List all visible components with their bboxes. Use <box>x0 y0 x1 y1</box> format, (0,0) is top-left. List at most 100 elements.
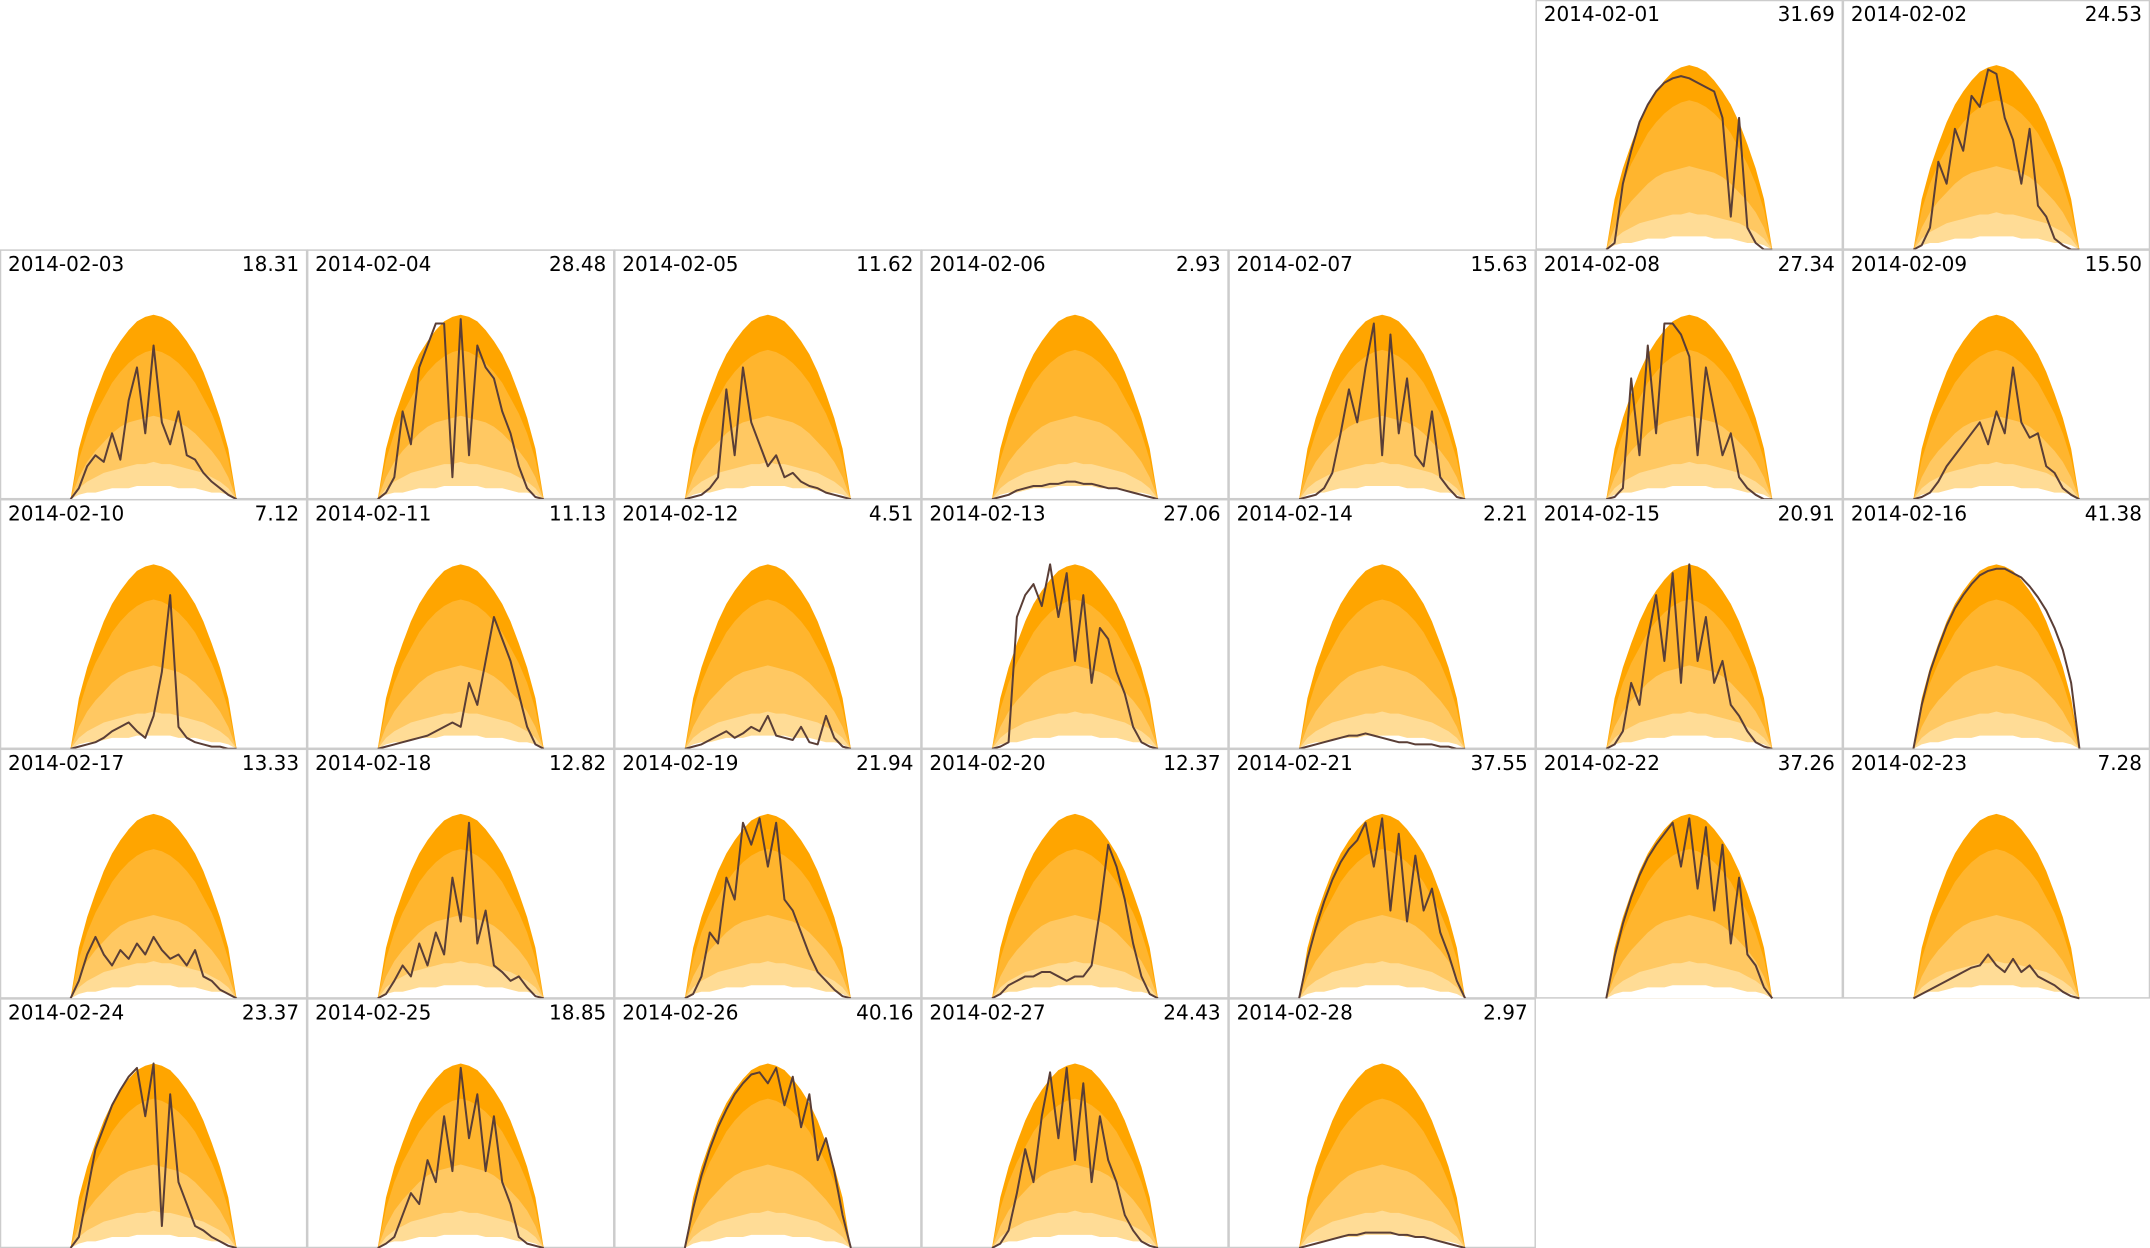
day-panel: 2014-02-27 24.43 <box>921 998 1229 1248</box>
day-panel: 2014-02-08 27.34 <box>1535 249 1844 501</box>
total-label: 4.51 <box>869 501 914 525</box>
envelope-band <box>70 1234 237 1248</box>
total-label: 12.82 <box>549 751 606 775</box>
envelope-band <box>377 486 544 500</box>
date-label: 2014-02-27 <box>929 1001 1045 1025</box>
envelope-band <box>684 1234 851 1248</box>
date-label: 2014-02-28 <box>1237 1001 1353 1025</box>
envelope-band <box>1606 735 1773 749</box>
envelope-band <box>1299 1234 1466 1248</box>
date-label: 2014-02-02 <box>1851 2 1967 26</box>
day-panel: 2014-02-21 37.55 <box>1228 748 1536 999</box>
total-label: 13.33 <box>242 751 299 775</box>
day-panel: 2014-02-15 20.91 <box>1535 498 1844 750</box>
production-line <box>1298 817 1467 999</box>
total-label: 37.26 <box>1778 751 1835 775</box>
date-label: 2014-02-11 <box>315 501 431 525</box>
date-label: 2014-02-06 <box>929 252 1045 276</box>
total-label: 11.13 <box>549 501 606 525</box>
total-label: 37.55 <box>1470 751 1527 775</box>
production-line <box>991 480 1159 501</box>
production-line <box>684 817 852 1000</box>
production-line <box>1605 817 1774 1000</box>
day-panel: 2014-02-24 23.37 <box>0 998 308 1248</box>
production-line <box>1606 322 1773 501</box>
day-panel: 2014-02-14 2.21 <box>1228 498 1536 750</box>
envelope-band <box>1913 985 2080 999</box>
production-line <box>377 616 545 750</box>
day-panel: 2014-02-01 31.69 <box>1535 0 1844 251</box>
total-label: 2.93 <box>1176 252 1221 276</box>
envelope-band <box>1913 236 2080 250</box>
envelope-band <box>1606 985 1773 999</box>
day-panel: 2014-02-25 18.85 <box>306 998 615 1248</box>
production-line <box>377 821 544 1000</box>
total-label: 2.97 <box>1483 1001 1528 1025</box>
day-panel: 2014-02-13 27.06 <box>921 498 1229 750</box>
production-line <box>70 594 237 750</box>
day-panel: 2014-02-11 11.13 <box>306 498 615 750</box>
total-label: 12.37 <box>1163 751 1220 775</box>
envelope-band <box>1299 985 1466 999</box>
total-label: 28.48 <box>549 252 606 276</box>
date-label: 2014-02-23 <box>1851 751 1967 775</box>
production-line <box>1605 563 1773 750</box>
day-panel: 2014-02-02 24.53 <box>1842 0 2150 251</box>
production-line <box>683 1066 852 1248</box>
production-line <box>991 563 1159 750</box>
day-panel: 2014-02-09 15.50 <box>1842 249 2150 501</box>
total-label: 20.91 <box>1778 501 1835 525</box>
production-line <box>1298 732 1466 750</box>
date-label: 2014-02-17 <box>8 751 124 775</box>
total-label: 24.53 <box>2085 2 2142 26</box>
day-panel: 2014-02-04 28.48 <box>306 249 615 501</box>
date-label: 2014-02-15 <box>1544 501 1660 525</box>
day-panel: 2014-02-28 2.97 <box>1228 998 1536 1248</box>
total-label: 7.12 <box>255 501 300 525</box>
day-panel: 2014-02-05 11.62 <box>614 249 922 501</box>
envelope-band <box>1299 735 1466 749</box>
envelope-band <box>684 486 851 500</box>
production-line <box>1912 68 2080 251</box>
date-label: 2014-02-05 <box>622 252 738 276</box>
total-label: 18.85 <box>549 1001 606 1025</box>
date-label: 2014-02-24 <box>8 1001 124 1025</box>
production-line <box>377 318 544 501</box>
day-panel: 2014-02-03 18.31 <box>0 249 308 501</box>
day-panel: 2014-02-26 40.16 <box>614 998 922 1248</box>
date-label: 2014-02-09 <box>1851 252 1967 276</box>
production-line <box>1912 953 2080 1000</box>
production-line <box>1913 366 2080 501</box>
date-label: 2014-02-10 <box>8 501 124 525</box>
date-label: 2014-02-18 <box>315 751 431 775</box>
production-line <box>991 843 1159 1000</box>
date-label: 2014-02-14 <box>1237 501 1353 525</box>
production-line <box>684 714 852 750</box>
total-label: 11.62 <box>856 252 913 276</box>
envelope-band <box>70 985 237 999</box>
date-label: 2014-02-13 <box>929 501 1045 525</box>
total-label: 7.28 <box>2097 751 2142 775</box>
envelope-band <box>991 985 1159 999</box>
date-label: 2014-02-03 <box>8 252 124 276</box>
total-label: 24.43 <box>1163 1001 1220 1025</box>
total-label: 21.94 <box>856 751 913 775</box>
date-label: 2014-02-04 <box>315 252 431 276</box>
date-label: 2014-02-25 <box>315 1001 431 1025</box>
day-panel: 2014-02-20 12.37 <box>921 748 1229 1000</box>
total-label: 31.69 <box>1778 2 1835 26</box>
day-panel: 2014-02-19 21.94 <box>614 748 922 1000</box>
total-label: 23.37 <box>242 1001 299 1025</box>
total-label: 15.50 <box>2085 252 2142 276</box>
envelope-band <box>684 735 851 749</box>
production-line <box>69 935 238 1000</box>
date-label: 2014-02-21 <box>1237 751 1353 775</box>
date-label: 2014-02-12 <box>622 501 738 525</box>
production-line <box>377 1066 544 1248</box>
production-line <box>1298 322 1466 501</box>
date-label: 2014-02-08 <box>1544 252 1660 276</box>
envelope-band <box>991 486 1159 500</box>
envelope-band <box>377 1234 544 1248</box>
day-panel: 2014-02-12 4.51 <box>614 498 922 750</box>
